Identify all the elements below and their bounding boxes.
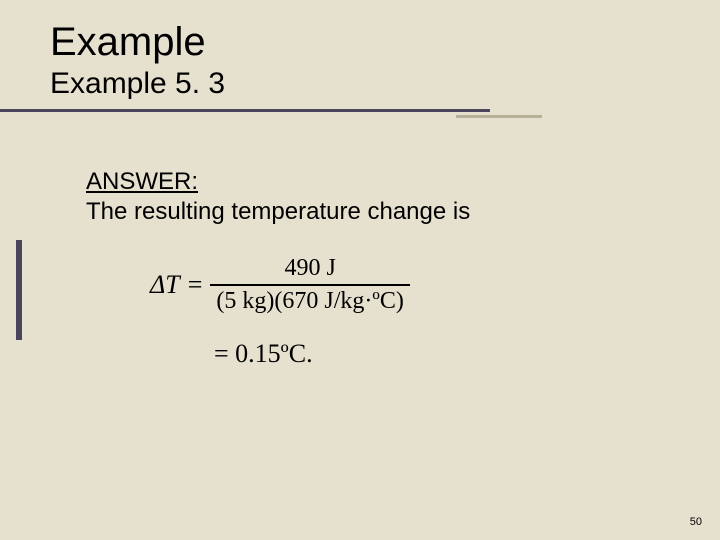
fraction-numerator: 490 J — [278, 255, 341, 284]
slide: Example Example 5. 3 ANSWER: The resulti… — [0, 0, 720, 540]
main-title: Example — [50, 20, 720, 65]
denominator-c: 670 J/kg·ºC — [282, 288, 395, 314]
answer-text: The resulting temperature change is — [86, 198, 470, 226]
accent-rule — [456, 115, 542, 118]
sub-title: Example 5. 3 — [50, 67, 720, 101]
left-accent-bar — [16, 240, 22, 340]
content-block: ANSWER: The resulting temperature change… — [86, 168, 470, 226]
title-block: Example Example 5. 3 — [0, 0, 720, 101]
title-rule — [0, 109, 720, 119]
denominator-mass: 5 kg — [224, 288, 266, 314]
fraction-denominator: (5 kg)(670 J/kg·ºC) — [210, 286, 409, 315]
equation: ΔT = 490 J (5 kg)(670 J/kg·ºC) = 0.15ºC. — [150, 255, 410, 369]
equals-sign: = — [188, 270, 203, 300]
equation-row-2: = 0.15ºC. — [214, 339, 410, 369]
main-rule — [0, 109, 490, 112]
equation-lhs: ΔT — [150, 270, 180, 300]
page-number: 50 — [690, 516, 702, 528]
equation-row-1: ΔT = 490 J (5 kg)(670 J/kg·ºC) — [150, 255, 410, 315]
answer-label: ANSWER: — [86, 168, 470, 196]
equation-fraction: 490 J (5 kg)(670 J/kg·ºC) — [210, 255, 409, 315]
